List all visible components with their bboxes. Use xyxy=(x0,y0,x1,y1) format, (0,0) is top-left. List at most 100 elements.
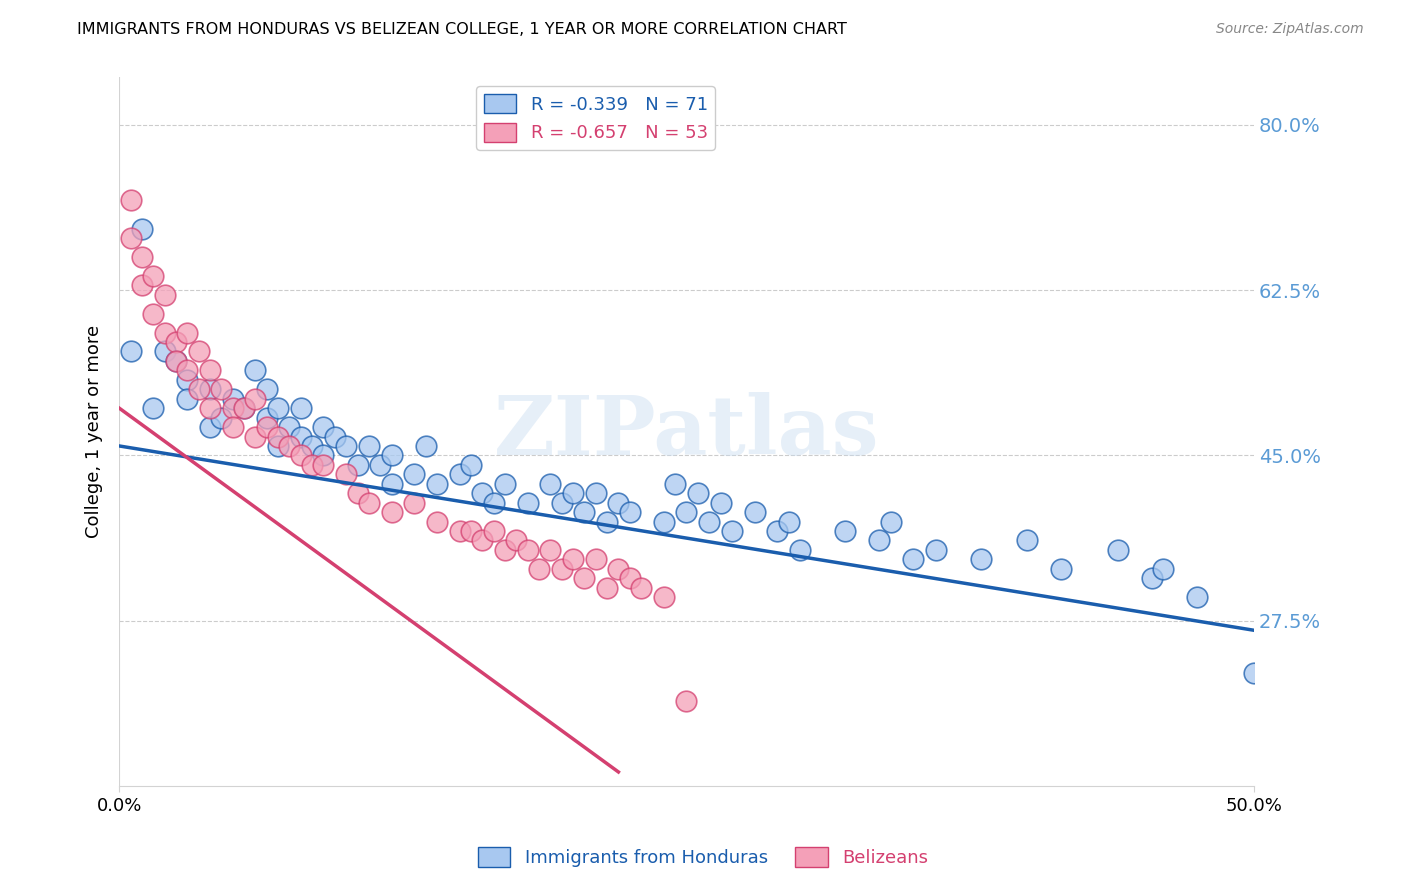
Point xyxy=(153,287,176,301)
Point xyxy=(868,533,890,548)
Point xyxy=(516,542,538,557)
Text: ZIPatlas: ZIPatlas xyxy=(494,392,879,472)
Point xyxy=(551,496,574,510)
Point xyxy=(516,496,538,510)
Point xyxy=(335,467,357,482)
Point xyxy=(222,420,245,434)
Point xyxy=(176,392,198,406)
Point xyxy=(290,429,312,443)
Point xyxy=(357,439,380,453)
Point xyxy=(766,524,789,538)
Point xyxy=(1243,665,1265,680)
Point xyxy=(538,542,561,557)
Point xyxy=(652,590,675,604)
Point xyxy=(1185,590,1208,604)
Point xyxy=(209,382,232,396)
Point xyxy=(1050,562,1073,576)
Point xyxy=(198,363,221,377)
Point xyxy=(278,420,301,434)
Point xyxy=(290,401,312,416)
Point xyxy=(562,486,585,500)
Legend: R = -0.339   N = 71, R = -0.657   N = 53: R = -0.339 N = 71, R = -0.657 N = 53 xyxy=(477,87,716,150)
Point xyxy=(415,439,437,453)
Point xyxy=(198,401,221,416)
Point xyxy=(449,467,471,482)
Point xyxy=(153,326,176,340)
Point xyxy=(527,562,550,576)
Point xyxy=(233,401,256,416)
Point xyxy=(176,326,198,340)
Point xyxy=(312,449,335,463)
Point xyxy=(245,363,267,377)
Point xyxy=(301,458,323,472)
Point xyxy=(664,476,686,491)
Point xyxy=(233,401,256,416)
Point xyxy=(176,363,198,377)
Point xyxy=(346,486,368,500)
Point xyxy=(686,486,709,500)
Point xyxy=(709,496,731,510)
Point xyxy=(142,307,165,321)
Point xyxy=(471,533,494,548)
Point xyxy=(312,458,335,472)
Point xyxy=(256,420,278,434)
Point xyxy=(165,334,187,349)
Point xyxy=(789,542,811,557)
Point xyxy=(494,542,516,557)
Point xyxy=(505,533,527,548)
Point xyxy=(165,354,187,368)
Point xyxy=(619,505,641,519)
Point xyxy=(721,524,744,538)
Text: IMMIGRANTS FROM HONDURAS VS BELIZEAN COLLEGE, 1 YEAR OR MORE CORRELATION CHART: IMMIGRANTS FROM HONDURAS VS BELIZEAN COL… xyxy=(77,22,848,37)
Point xyxy=(335,439,357,453)
Point xyxy=(120,344,142,359)
Point xyxy=(245,429,267,443)
Point xyxy=(165,354,187,368)
Point xyxy=(278,439,301,453)
Point xyxy=(471,486,494,500)
Point xyxy=(607,562,630,576)
Point xyxy=(596,581,619,595)
Point xyxy=(574,571,596,585)
Point xyxy=(562,552,585,566)
Point xyxy=(460,458,482,472)
Point xyxy=(426,476,449,491)
Point xyxy=(574,505,596,519)
Point xyxy=(131,278,153,293)
Point xyxy=(482,524,505,538)
Point xyxy=(222,392,245,406)
Point xyxy=(482,496,505,510)
Point xyxy=(675,505,697,519)
Point xyxy=(267,429,290,443)
Point xyxy=(494,476,516,491)
Point xyxy=(744,505,766,519)
Point xyxy=(925,542,948,557)
Point xyxy=(120,194,142,208)
Point xyxy=(697,515,720,529)
Point xyxy=(652,515,675,529)
Point xyxy=(142,268,165,283)
Point xyxy=(879,515,901,529)
Point xyxy=(290,449,312,463)
Y-axis label: College, 1 year or more: College, 1 year or more xyxy=(86,326,103,539)
Point xyxy=(1015,533,1038,548)
Point xyxy=(312,420,335,434)
Point xyxy=(1152,562,1174,576)
Point xyxy=(538,476,561,491)
Point xyxy=(368,458,391,472)
Point xyxy=(630,581,652,595)
Point xyxy=(675,694,697,708)
Point xyxy=(176,373,198,387)
Point xyxy=(198,420,221,434)
Point xyxy=(596,515,619,529)
Text: Source: ZipAtlas.com: Source: ZipAtlas.com xyxy=(1216,22,1364,37)
Point xyxy=(551,562,574,576)
Point xyxy=(834,524,856,538)
Point xyxy=(131,250,153,264)
Point xyxy=(449,524,471,538)
Point xyxy=(131,221,153,235)
Point xyxy=(187,382,209,396)
Point xyxy=(357,496,380,510)
Point xyxy=(404,496,426,510)
Point xyxy=(1107,542,1129,557)
